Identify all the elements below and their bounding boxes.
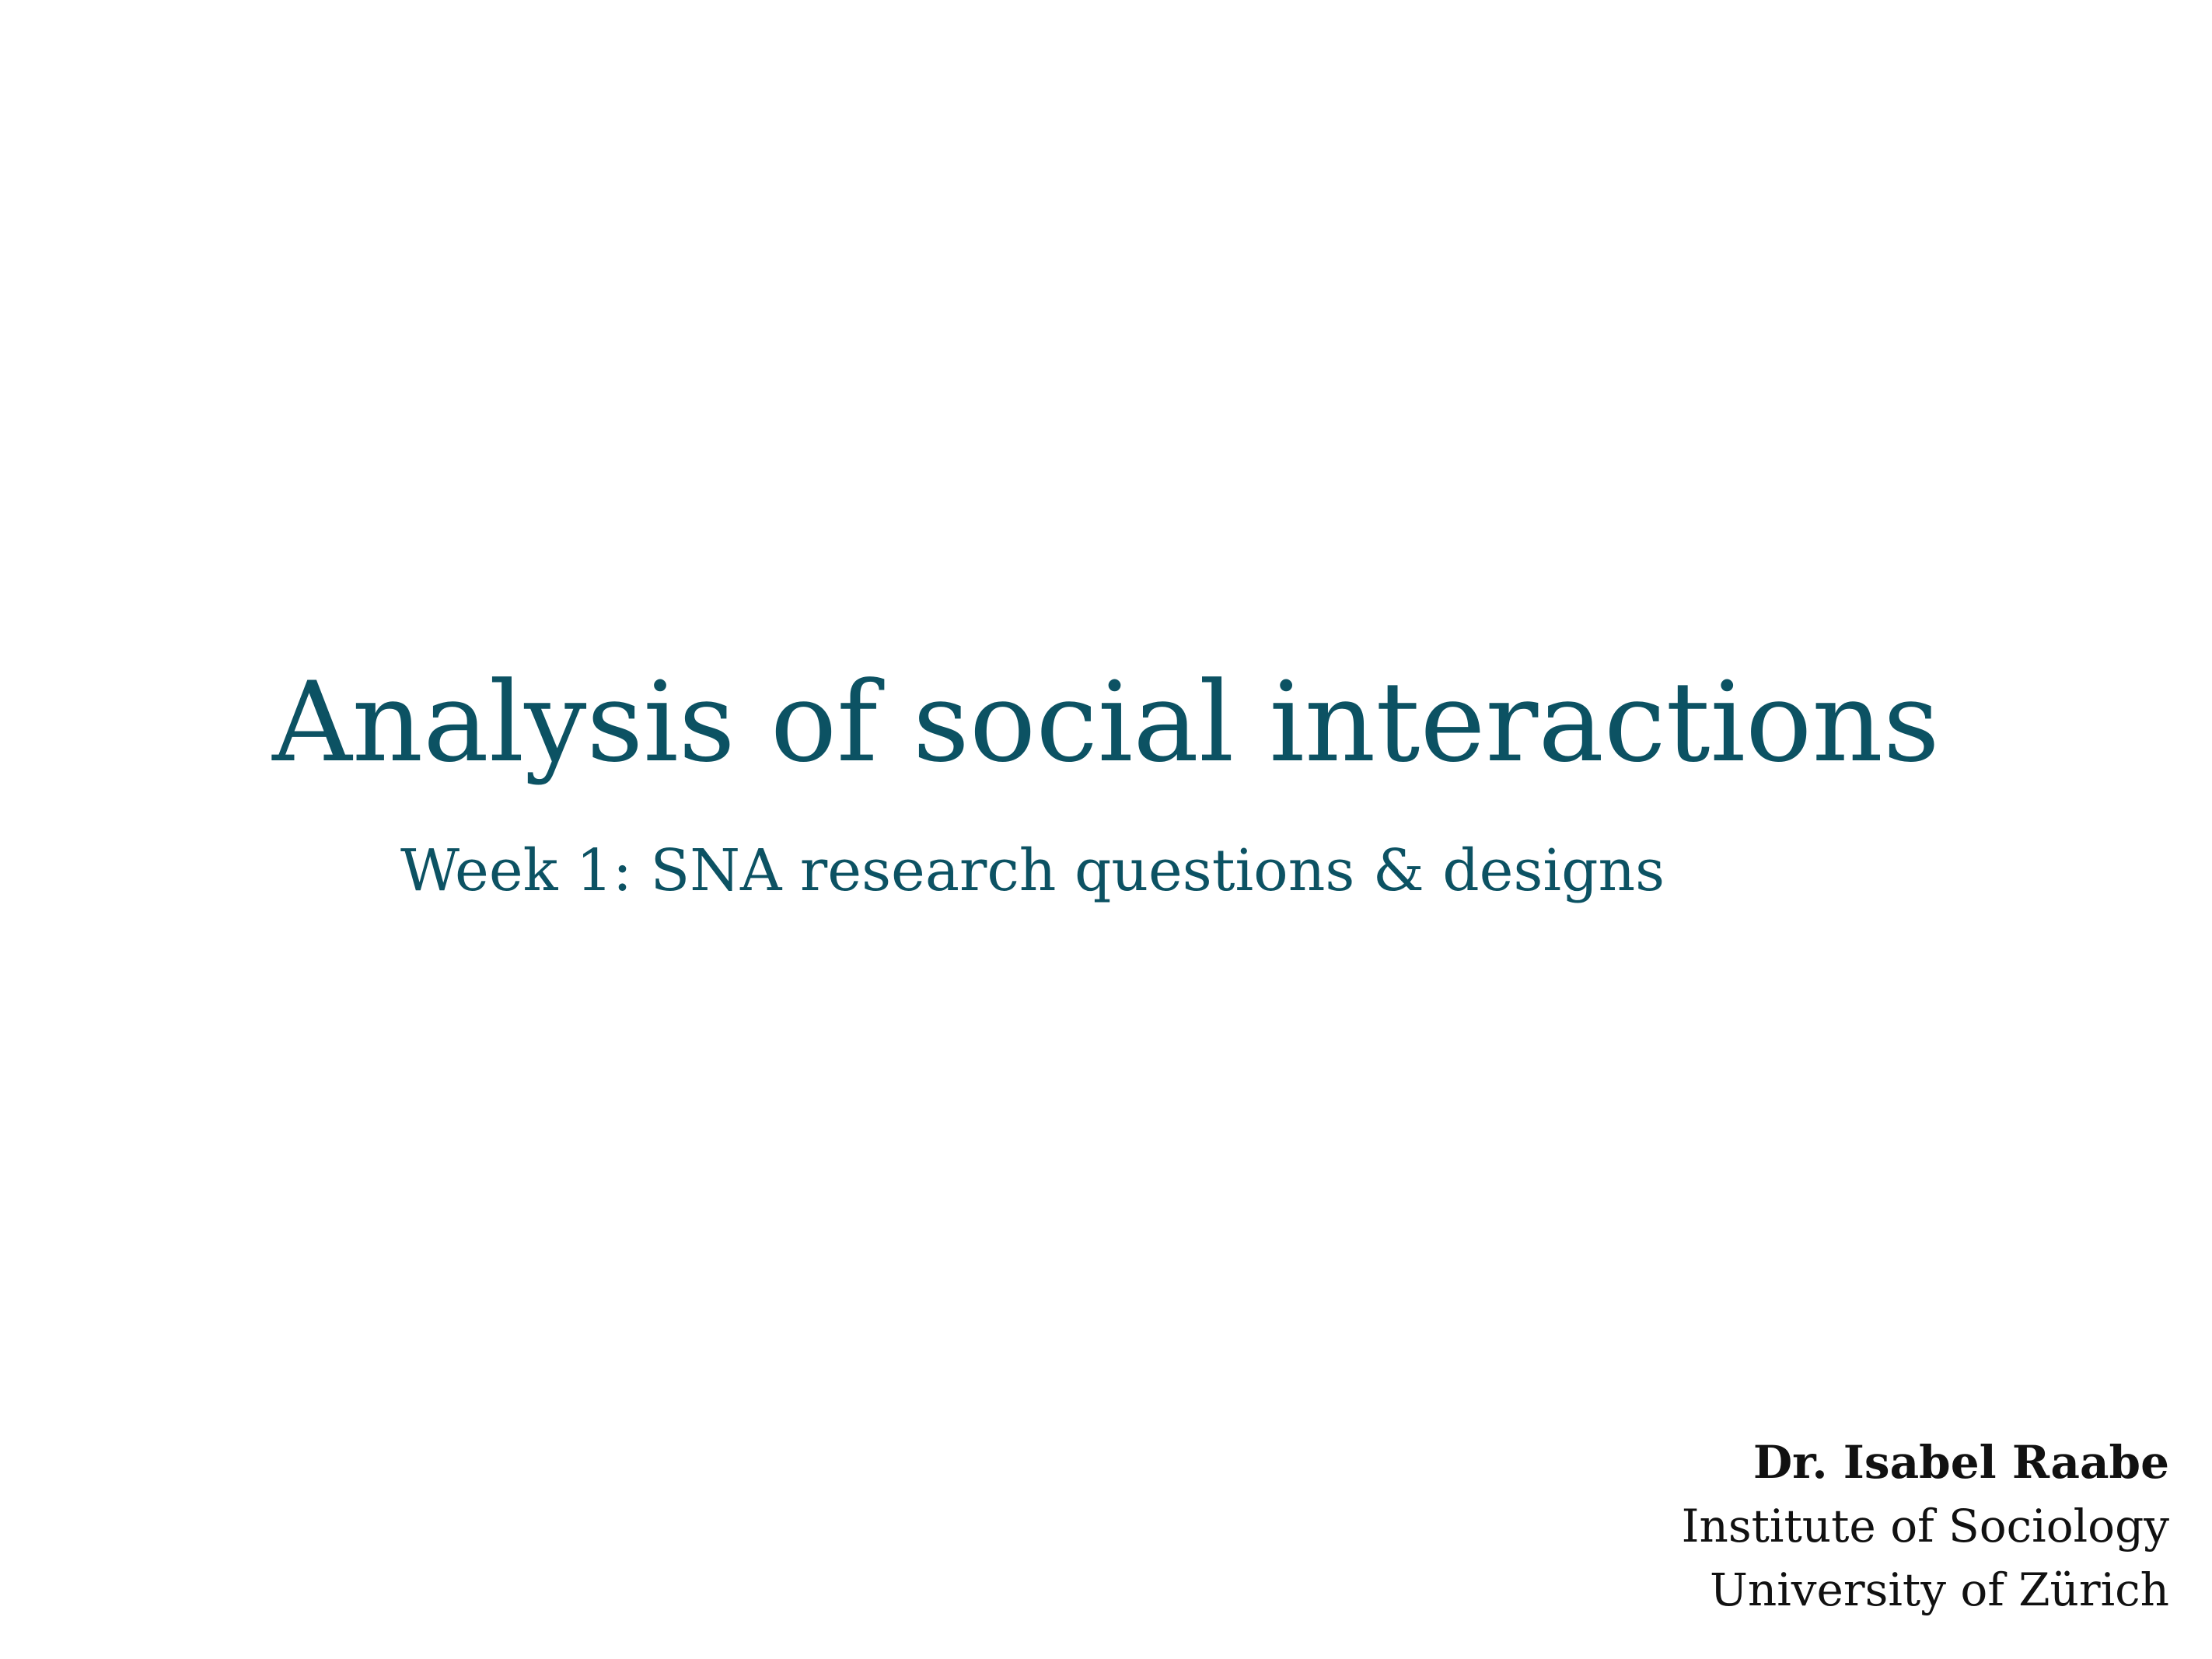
author-block: Dr. Isabel Raabe Institute of Sociology … bbox=[1682, 1430, 2169, 1622]
slide-title: Analysis of social interactions bbox=[272, 658, 1940, 787]
slide-subtitle: Week 1: SNA research questions & designs bbox=[400, 837, 1665, 904]
author-name: Dr. Isabel Raabe bbox=[1752, 1436, 2169, 1489]
author-institute: Institute of Sociology bbox=[1681, 1500, 2169, 1552]
author-university: University of Zürich bbox=[1709, 1563, 2169, 1616]
